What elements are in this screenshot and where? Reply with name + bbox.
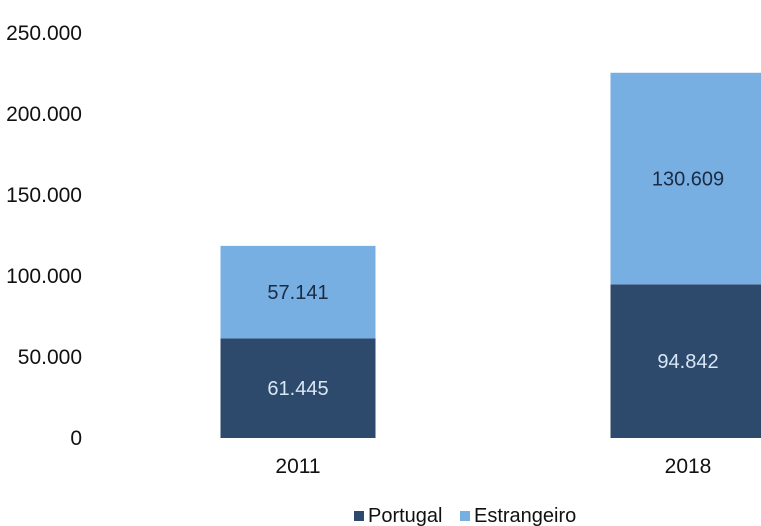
bar-segment-estrangeiro-2011 — [220, 245, 376, 339]
data-label-portugal-2018: 94.842 — [657, 351, 718, 373]
y-tick-label: 200.000 — [6, 103, 82, 126]
y-tick-label: 50.000 — [18, 346, 82, 369]
legend-swatch-portugal — [354, 511, 364, 521]
legend-swatch-estrangeiro — [460, 511, 470, 521]
x-category-label: 2011 — [275, 455, 320, 478]
bar-segment-portugal-2011 — [220, 338, 376, 438]
legend: Portugal Estrangeiro — [354, 505, 576, 526]
x-axis: 2011 2018 — [275, 455, 711, 478]
data-label-estrangeiro-2018: 130.609 — [652, 169, 724, 191]
y-axis: 0 50.000 100.000 150.000 200.000 250.000 — [6, 22, 82, 450]
y-tick-label: 100.000 — [6, 265, 82, 288]
data-label-portugal-2011: 61.445 — [267, 378, 328, 400]
data-label-estrangeiro-2011: 57.141 — [267, 282, 328, 304]
legend-label-portugal: Portugal — [368, 505, 443, 526]
x-category-label: 2018 — [665, 455, 712, 478]
bar-segment-estrangeiro-2018 — [610, 72, 761, 285]
legend-label-estrangeiro: Estrangeiro — [474, 505, 576, 526]
y-tick-label: 0 — [70, 427, 82, 450]
bars-group: 61.445 57.141 94.842 130.609 — [220, 72, 761, 438]
bar-segment-portugal-2018 — [610, 284, 761, 438]
y-tick-label: 250.000 — [6, 22, 82, 45]
y-tick-label: 150.000 — [6, 184, 82, 207]
